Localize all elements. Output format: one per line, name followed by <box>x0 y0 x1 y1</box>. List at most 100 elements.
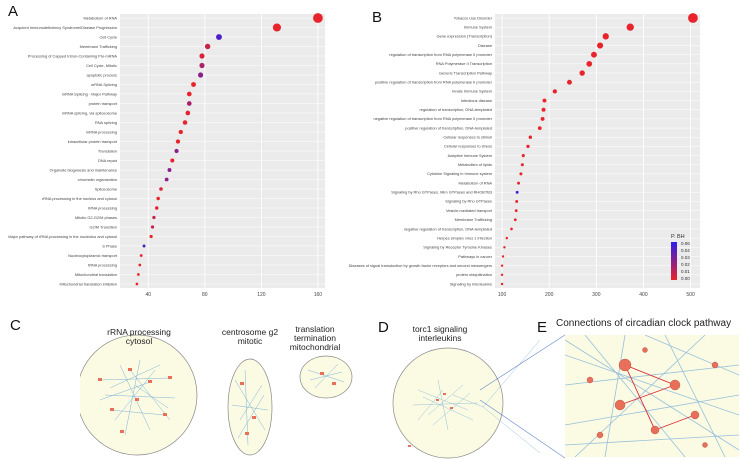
term-label: Infectious disease <box>461 98 492 103</box>
data-point <box>204 43 211 50</box>
term-label: Signaling by Receptor Tyrosine Kinases <box>423 245 492 250</box>
tick-label: 200 <box>545 292 554 298</box>
data-point <box>526 144 530 149</box>
data-point <box>552 89 558 94</box>
data-point <box>156 196 160 201</box>
panel-e-title: Connections of circadian clock pathway <box>556 318 732 329</box>
term-label: Cell Cycle <box>99 34 117 39</box>
term-label: Mitochondrial translation <box>75 272 117 277</box>
term-label: negative regulation of transcription fro… <box>373 116 492 121</box>
data-point <box>199 53 205 59</box>
term-label: Cytokine Signaling in Immune system <box>427 171 492 176</box>
zoom-connector <box>479 334 566 459</box>
data-point <box>510 227 513 231</box>
data-point <box>521 154 525 158</box>
term-label: Pathways in cancer <box>458 254 492 259</box>
cluster-title-rrna: rRNA processing cytosol <box>107 327 171 346</box>
term-label: protein transport <box>89 101 118 106</box>
network-d <box>392 339 541 459</box>
term-label: Tobacco Use Disorder <box>454 15 493 20</box>
data-point <box>501 255 505 258</box>
data-point <box>159 187 163 191</box>
data-point <box>170 158 175 163</box>
term-label: RNA Polymerase II Transcription <box>436 61 492 66</box>
data-point <box>174 148 179 154</box>
cluster-rrna <box>80 334 198 456</box>
data-point <box>142 244 146 248</box>
data-point <box>175 139 181 144</box>
data-point <box>186 101 192 106</box>
data-point <box>517 181 521 185</box>
data-point <box>520 163 524 167</box>
data-point <box>542 98 547 103</box>
cluster-centrosome <box>227 358 273 456</box>
data-point <box>515 200 519 203</box>
term-label: regulation of transcription from RNA pol… <box>389 52 492 57</box>
data-point <box>500 273 504 277</box>
term-label: Generic Transcription Pathway <box>439 70 492 75</box>
term-label: protein ubiquitination <box>456 272 492 277</box>
data-point <box>528 135 533 139</box>
term-label: Cellular responses to stress <box>444 144 492 149</box>
data-point <box>567 79 572 85</box>
data-point <box>164 177 169 182</box>
dot-plot-b: Tobacco Use Disorder Immune System Gene ex… <box>349 13 700 298</box>
term-label: DNA repair <box>98 158 118 163</box>
data-point <box>688 13 698 23</box>
data-point <box>186 91 192 97</box>
data-point <box>198 72 204 78</box>
legend-pbh: P. BH0.06 0.04 0.03 0.02 0.01 0.00 <box>671 234 690 281</box>
data-point <box>514 209 518 213</box>
data-point <box>137 273 140 276</box>
data-point <box>182 120 188 125</box>
term-label: S Phase <box>102 243 117 248</box>
data-point <box>149 234 153 239</box>
term-label: Processing of Capped Intron-Containing P… <box>28 53 118 58</box>
panel-label-a: A <box>8 3 19 20</box>
term-label: Translation <box>98 148 117 153</box>
data-point <box>541 107 546 112</box>
data-point <box>167 168 172 172</box>
term-label: Signaling by Rho GTPases <box>445 199 492 204</box>
data-point <box>178 129 183 135</box>
data-point <box>503 246 506 249</box>
data-point <box>185 110 191 116</box>
data-point <box>216 34 222 40</box>
data-point <box>586 61 593 67</box>
data-point <box>272 23 281 32</box>
term-label: rRNA processing <box>88 205 117 210</box>
term-label: negative regulation of transcription, DN… <box>404 226 492 231</box>
tick-label: 400 <box>639 292 648 298</box>
network-c <box>80 334 353 456</box>
term-label: chromatin organization <box>78 177 117 182</box>
term-label: tRNA processing <box>88 262 117 267</box>
term-label: G2/M Transition <box>90 224 117 229</box>
tick-label: 40 <box>145 292 151 298</box>
term-label: regulation of transcription, DNA-templat… <box>420 107 492 112</box>
term-label: Adaptive Immune System <box>448 153 492 158</box>
legend-label: 0.00 <box>681 276 690 281</box>
term-label: Major pathway of rRNA processing in the … <box>8 234 117 239</box>
term-label: mRNA Splicing - Major Pathway <box>62 91 117 96</box>
data-point <box>602 33 609 40</box>
data-point <box>579 70 585 76</box>
data-point <box>152 215 156 220</box>
data-point <box>513 218 517 222</box>
data-point <box>500 282 504 286</box>
term-label: Membrane Trafficking <box>80 44 117 49</box>
panel-label-b: B <box>372 9 383 26</box>
legend-label: 0.01 <box>681 269 690 274</box>
cluster-title-torc1: torc1 signaling interleukins <box>412 324 468 343</box>
term-label: Spliceosome <box>95 186 117 191</box>
term-label: Metabolism of lipids <box>458 162 492 167</box>
term-label: Mitotic G2-G2/M phases <box>75 215 117 220</box>
term-label: rRNA processing in the nucleus and cytos… <box>42 196 117 201</box>
legend-label: 0.03 <box>681 255 690 260</box>
term-label: positive regulation of transcription fro… <box>375 80 493 85</box>
data-point <box>505 236 509 240</box>
term-label: mRNA processing <box>86 129 117 134</box>
data-point <box>519 172 523 176</box>
data-point <box>537 126 542 130</box>
legend-label: 0.04 <box>681 248 690 253</box>
tick-label: 80 <box>202 292 208 298</box>
